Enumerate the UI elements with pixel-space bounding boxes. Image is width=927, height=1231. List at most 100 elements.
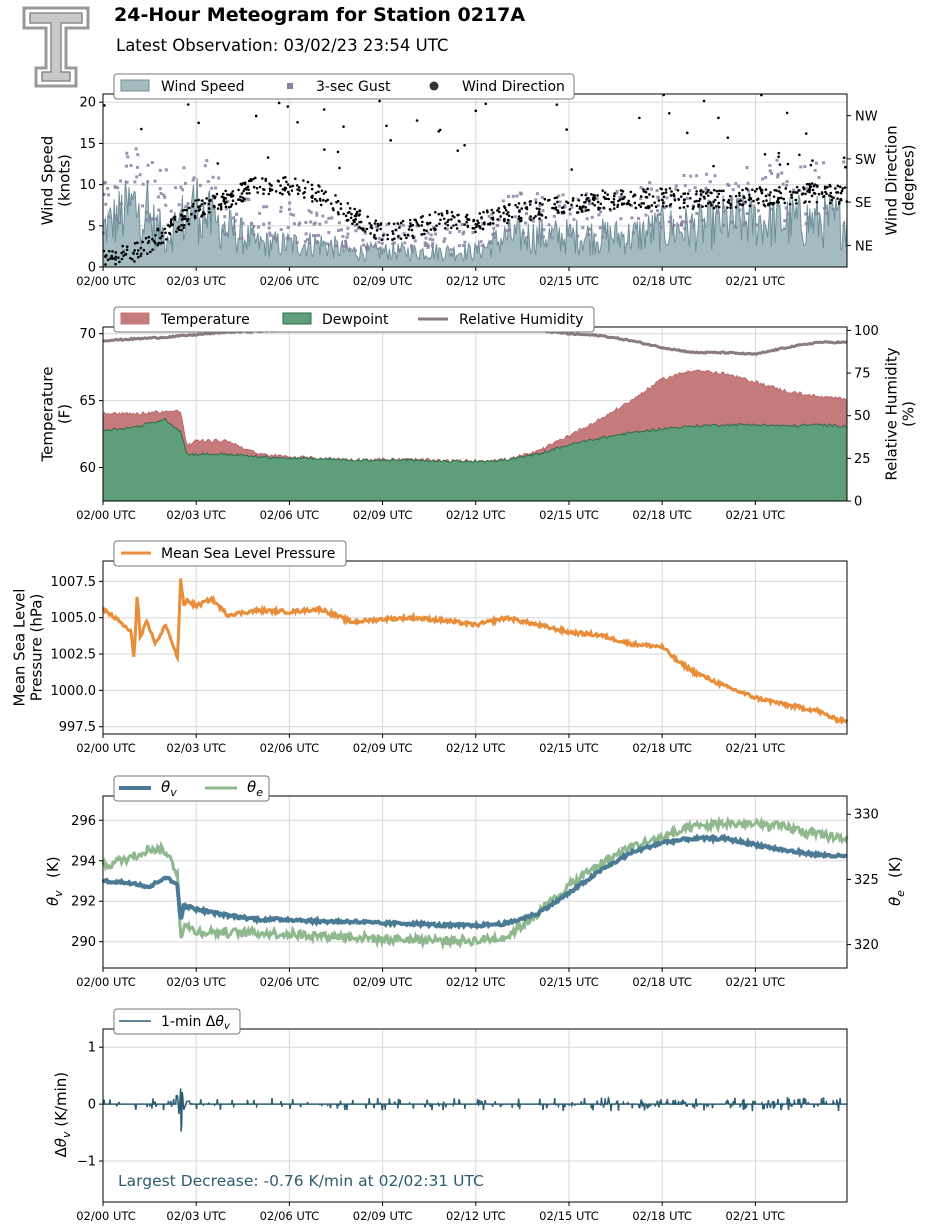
direction-marker [548, 198, 551, 202]
x-tick-label: 02/21 UTC [726, 508, 786, 522]
direction-marker [798, 153, 801, 157]
direction-marker [829, 201, 832, 205]
direction-marker [374, 219, 378, 222]
direction-marker [264, 179, 268, 182]
direction-marker [159, 242, 162, 245]
gust-marker [382, 232, 386, 236]
direction-marker [111, 250, 114, 253]
direction-marker [788, 202, 792, 206]
direction-marker [834, 187, 837, 190]
direction-marker [216, 162, 220, 165]
direction-marker [197, 205, 200, 209]
direction-marker [580, 210, 584, 213]
direction-marker [262, 192, 265, 196]
direction-marker [336, 211, 340, 214]
direction-marker [646, 206, 650, 210]
direction-marker [358, 213, 361, 216]
direction-marker [386, 237, 390, 241]
gust-marker [397, 236, 401, 240]
gust-marker [698, 204, 702, 208]
gust-marker [689, 174, 693, 178]
gust-marker [286, 226, 290, 230]
direction-marker [534, 201, 538, 204]
direction-marker [496, 218, 499, 221]
legend-label: Mean Sea Level Pressure [161, 546, 335, 562]
direction-marker [581, 205, 584, 209]
direction-marker [665, 204, 668, 208]
direction-marker [813, 183, 817, 186]
direction-marker [207, 207, 211, 210]
gust-marker [344, 239, 348, 243]
gust-marker [380, 241, 384, 245]
direction-marker [114, 262, 117, 266]
direction-marker [197, 209, 201, 212]
direction-marker [421, 220, 424, 224]
direction-marker [811, 159, 814, 162]
direction-marker [107, 249, 111, 253]
gust-marker [630, 216, 634, 220]
legend-label-dtheta: 1-min Δθv [161, 1014, 231, 1032]
y-tick-label: 0 [88, 261, 96, 276]
gust-marker [428, 237, 432, 241]
legend-5: 1-min Δθv [113, 1008, 241, 1035]
direction-marker [529, 199, 533, 203]
direction-marker [422, 228, 426, 232]
direction-marker [425, 229, 428, 233]
direction-marker [662, 195, 666, 199]
direction-marker [423, 232, 426, 236]
largest-decrease-annotation: Largest Decrease: -0.76 K/min at 02/02:3… [118, 1172, 484, 1190]
direction-marker [841, 187, 845, 190]
direction-marker [639, 195, 643, 198]
direction-marker [612, 197, 616, 201]
gust-marker [154, 217, 158, 221]
direction-marker [247, 188, 250, 191]
direction-marker [421, 214, 424, 218]
direction-marker [146, 252, 149, 255]
direction-marker [717, 201, 721, 205]
direction-marker [683, 192, 687, 195]
direction-marker [215, 192, 219, 196]
direction-marker [644, 206, 648, 210]
x-tick-label: 02/12 UTC [446, 274, 506, 288]
direction-marker [555, 103, 559, 106]
direction-marker [297, 186, 301, 189]
gust-marker [679, 222, 683, 226]
gust-marker [345, 245, 349, 249]
direction-marker [322, 192, 326, 195]
x-tick-label: 02/21 UTC [726, 741, 786, 755]
direction-marker [843, 186, 847, 189]
direction-marker [507, 203, 511, 207]
gust-marker [363, 231, 367, 235]
direction-marker [464, 215, 468, 219]
gust-marker [316, 240, 320, 244]
gust-marker [534, 198, 538, 202]
direction-marker [428, 213, 432, 217]
direction-marker [591, 202, 594, 205]
direction-marker [385, 124, 388, 128]
gust-marker [232, 226, 236, 230]
gust-marker [587, 233, 591, 237]
direction-marker [185, 208, 189, 212]
direction-marker [205, 197, 208, 200]
gust-marker [107, 193, 111, 197]
legend-label-theta-e: θe [247, 778, 263, 799]
direction-marker [738, 191, 741, 195]
direction-marker [782, 197, 786, 201]
gust-marker [649, 187, 653, 191]
gust-marker [292, 213, 296, 217]
x-tick-label: 02/06 UTC [260, 274, 320, 288]
gust-marker [356, 226, 360, 230]
gust-marker [674, 184, 678, 188]
direction-marker [286, 105, 290, 108]
gust-marker [346, 232, 350, 236]
plot-frame-4 [102, 795, 848, 969]
gust-marker [768, 163, 772, 167]
direction-marker [239, 182, 243, 186]
direction-marker [729, 202, 733, 206]
direction-marker [224, 189, 227, 193]
gust-marker [150, 217, 154, 221]
direction-marker [411, 234, 414, 238]
direction-marker [135, 241, 139, 245]
direction-marker [310, 187, 314, 191]
gust-marker [233, 219, 237, 223]
